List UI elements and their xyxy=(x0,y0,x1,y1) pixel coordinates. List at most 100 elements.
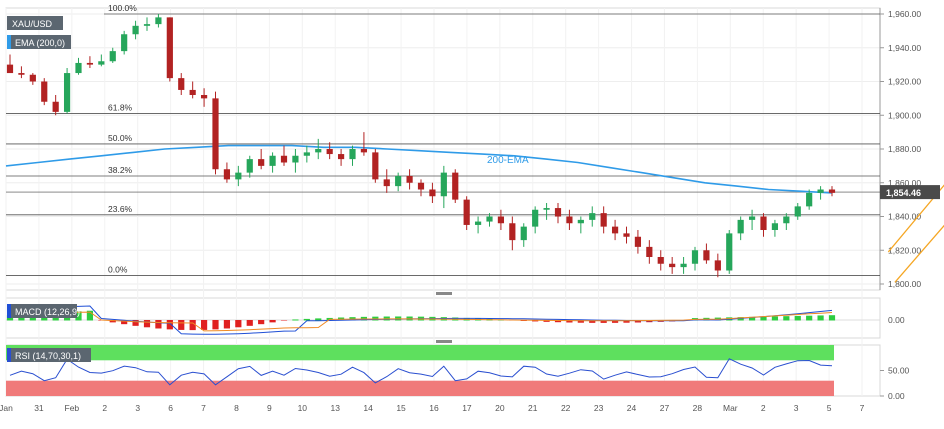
macd-histogram-bar xyxy=(748,316,756,321)
macd-histogram-bar xyxy=(566,320,573,323)
macd-histogram-bar xyxy=(828,315,836,321)
candle-body xyxy=(806,192,813,207)
candle-body xyxy=(634,236,642,247)
ema-badge-swatch xyxy=(7,35,11,49)
candle-body xyxy=(611,226,619,234)
date-label: 14 xyxy=(363,403,373,413)
date-label: 2 xyxy=(761,403,766,413)
macd-signal-line xyxy=(9,311,833,332)
candle-body xyxy=(212,98,219,170)
pane-resize-handle[interactable] xyxy=(436,292,452,295)
date-label: 16 xyxy=(429,403,439,413)
macd-histogram-bar xyxy=(554,320,562,323)
candle-body xyxy=(98,61,105,65)
macd-histogram-bar xyxy=(577,320,584,323)
candle-body xyxy=(132,25,139,35)
candle-body xyxy=(440,172,447,197)
date-label: 8 xyxy=(234,403,239,413)
price-tick-label: 1,800.00 xyxy=(888,279,921,289)
candle-body xyxy=(326,149,333,155)
candle-body xyxy=(520,226,527,241)
channel-lower-line xyxy=(894,224,944,283)
fibonacci-label: 100.0% xyxy=(108,3,137,13)
macd-histogram-bar xyxy=(189,320,196,331)
rsi-badge[interactable] xyxy=(7,348,91,362)
macd-histogram-bar xyxy=(292,319,299,321)
date-label: 7 xyxy=(860,403,865,413)
candle-body xyxy=(200,95,208,99)
candle-body xyxy=(52,101,59,112)
candle-body xyxy=(600,213,607,227)
date-label: 24 xyxy=(627,403,637,413)
candle-body xyxy=(280,155,288,163)
candle-body xyxy=(86,62,94,65)
candle-body xyxy=(143,24,151,26)
candle-body xyxy=(269,155,276,166)
ema-200-annotation: 200-EMA xyxy=(487,155,529,166)
macd-histogram-bar xyxy=(771,316,779,321)
candle-body xyxy=(509,223,516,241)
candle-body xyxy=(246,159,253,173)
candle-body xyxy=(657,257,664,264)
macd-histogram-bar xyxy=(155,320,162,329)
date-label: 3 xyxy=(135,403,140,413)
candle-body xyxy=(669,263,676,268)
candle-body xyxy=(235,172,242,180)
macd-histogram-bar xyxy=(303,318,310,321)
date-label: Feb xyxy=(65,403,80,413)
candle-body xyxy=(417,182,425,190)
rsi-badge-swatch xyxy=(7,348,11,362)
candle-body xyxy=(794,206,801,217)
macd-histogram-bar xyxy=(121,320,128,325)
price-tick-label: 1,820.00 xyxy=(888,245,921,255)
rsi-tick-label: 0.00 xyxy=(888,391,905,401)
date-label: 31 xyxy=(34,403,44,413)
macd-histogram-bar xyxy=(543,320,550,322)
candle-body xyxy=(680,263,687,268)
macd-histogram-bar xyxy=(143,320,151,328)
macd-histogram-bar xyxy=(178,320,185,330)
macd-histogram-bar xyxy=(109,320,116,323)
pane-resize-handle[interactable] xyxy=(436,340,452,343)
macd-histogram-bar xyxy=(200,320,208,330)
candle-body xyxy=(292,155,299,163)
candle-body xyxy=(223,169,231,180)
instrument-badge[interactable] xyxy=(7,16,63,30)
macd-histogram-bar xyxy=(794,315,801,321)
candle-body xyxy=(748,216,756,220)
candle-body xyxy=(486,216,493,222)
macd-histogram-bar xyxy=(258,320,265,325)
macd-histogram-bar xyxy=(269,320,276,323)
candle-body xyxy=(109,51,116,62)
candle-body xyxy=(463,199,470,225)
fibonacci-label: 61.8% xyxy=(108,103,133,113)
date-label: 23 xyxy=(594,403,604,413)
macd-histogram-bar xyxy=(75,311,82,321)
candle-body xyxy=(178,78,185,90)
ema-badge[interactable] xyxy=(7,35,71,49)
date-label: 2 xyxy=(102,403,107,413)
date-label: 6 xyxy=(168,403,173,413)
rsi-tick-label: 50.00 xyxy=(888,366,910,376)
rsi-overbought-zone xyxy=(6,345,834,361)
macd-histogram-bar xyxy=(315,318,322,321)
candle-body xyxy=(360,149,368,153)
macd-histogram-bar xyxy=(817,315,824,321)
rsi-line xyxy=(9,358,833,386)
macd-badge[interactable] xyxy=(7,304,77,318)
date-label: Mar xyxy=(723,403,738,413)
price-tick-label: 1,880.00 xyxy=(888,144,921,154)
candle-body xyxy=(726,233,733,271)
macd-histogram-bar xyxy=(634,320,642,323)
macd-histogram-bar xyxy=(212,320,219,330)
ema-200-line xyxy=(5,144,833,194)
candle-body xyxy=(75,62,82,74)
current-price-label: 1,854.46 xyxy=(886,188,921,198)
candle-body xyxy=(554,208,562,217)
price-tick-label: 1,960.00 xyxy=(888,9,921,19)
price-tick-label: 1,920.00 xyxy=(888,77,921,87)
candle-body xyxy=(315,149,322,153)
fibonacci-label: 38.2% xyxy=(108,165,133,175)
current-price-badge xyxy=(880,185,940,200)
